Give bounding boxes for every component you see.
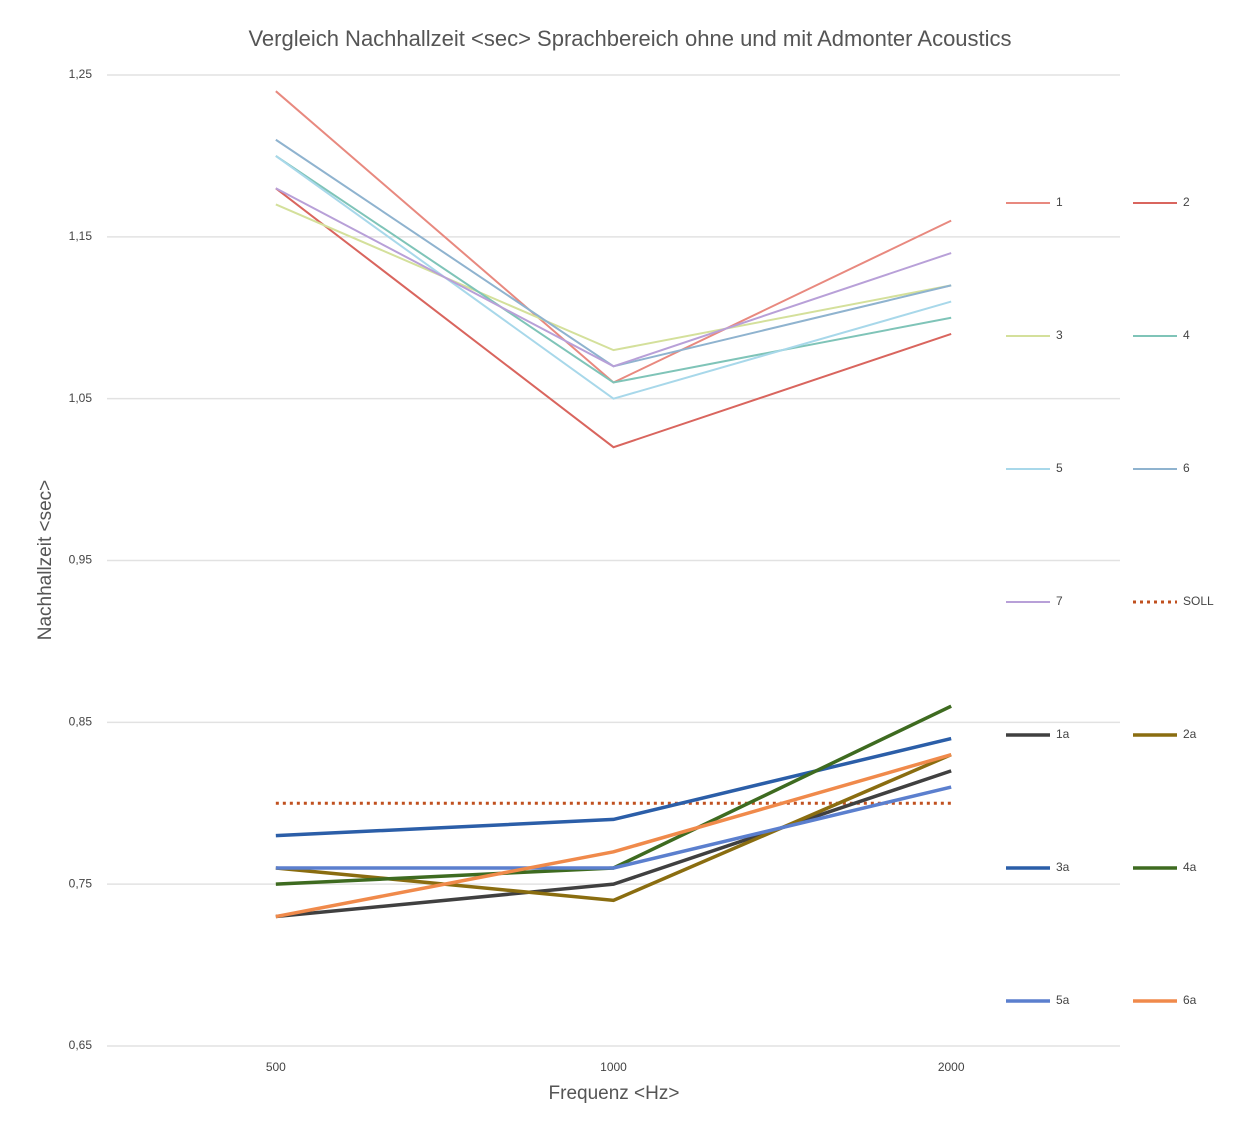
legend-label: 4	[1183, 328, 1190, 342]
series-line	[275, 187, 952, 449]
x-tick-label: 1000	[600, 1060, 627, 1074]
legend-label: 6a	[1183, 993, 1197, 1007]
legend-label: 1	[1056, 195, 1063, 209]
y-tick-label: 0,65	[69, 1038, 93, 1052]
series-line	[275, 753, 952, 919]
legend-label: 2	[1183, 195, 1190, 209]
y-tick-label: 0,95	[69, 553, 93, 567]
series-line	[275, 769, 952, 919]
legend-label: SOLL	[1183, 594, 1214, 608]
legend-label: 7	[1056, 594, 1063, 608]
legend-label: 2a	[1183, 727, 1197, 741]
legend-label: 4a	[1183, 860, 1197, 874]
y-tick-label: 1,05	[69, 391, 93, 405]
series-line	[275, 187, 952, 368]
y-tick-label: 1,15	[69, 229, 93, 243]
chart-title: Vergleich Nachhallzeit <sec> Sprachberei…	[248, 26, 1011, 51]
series-line	[275, 155, 952, 384]
series-line	[275, 155, 952, 400]
legend-label: 6	[1183, 461, 1190, 475]
legend-label: 1a	[1056, 727, 1070, 741]
y-tick-label: 0,85	[69, 715, 93, 729]
legend-label: 5a	[1056, 993, 1070, 1007]
y-axis-label: Nachhallzeit <sec>	[35, 480, 56, 641]
series-line	[275, 203, 952, 352]
x-tick-label: 500	[266, 1060, 286, 1074]
series-line	[275, 736, 952, 838]
y-tick-label: 1,25	[69, 67, 93, 81]
x-axis-label: Frequenz <Hz>	[549, 1083, 680, 1104]
y-tick-label: 0,75	[69, 876, 93, 890]
x-tick-label: 2000	[938, 1060, 965, 1074]
legend-label: 3	[1056, 328, 1063, 342]
legend-label: 3a	[1056, 860, 1070, 874]
series-line	[275, 785, 952, 870]
legend-label: 5	[1056, 461, 1063, 475]
